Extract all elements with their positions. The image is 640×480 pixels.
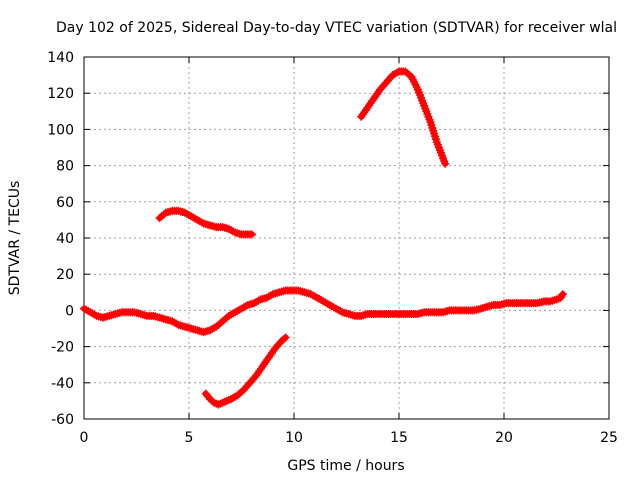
data-point: [558, 290, 567, 299]
y-tick-label: 0: [65, 303, 74, 319]
y-tick-label: 40: [56, 231, 74, 247]
y-tick-label: 80: [56, 159, 74, 175]
x-tick-label: 20: [495, 430, 513, 446]
y-tick-label: 100: [47, 122, 74, 138]
y-tick-label: -60: [51, 412, 74, 428]
y-tick-label: 140: [47, 50, 74, 66]
data-point: [275, 338, 284, 347]
series-line: [81, 287, 566, 336]
data-point: [441, 159, 450, 168]
grid-lines: [84, 57, 609, 419]
x-axis-label: GPS time / hours: [287, 458, 404, 474]
chart-title: Day 102 of 2025, Sidereal Day-to-day VTE…: [56, 20, 617, 36]
x-tick-label: 0: [80, 430, 89, 446]
y-tick-label: -20: [51, 340, 74, 356]
data-point: [281, 333, 290, 342]
series-main-track: [80, 286, 567, 337]
series-upper-right-arc: [357, 67, 450, 168]
series-line: [358, 68, 449, 167]
x-tick-label: 25: [600, 430, 618, 446]
y-tick-label: -40: [51, 376, 74, 392]
data-point: [557, 291, 566, 300]
y-tick-label: 60: [56, 195, 74, 211]
series-lower-arc: [201, 333, 290, 409]
y-tick-label: 20: [56, 267, 74, 283]
data-point: [250, 373, 259, 382]
x-tick-label: 15: [390, 430, 408, 446]
data-point: [248, 230, 256, 239]
x-tick-label: 5: [185, 430, 194, 446]
y-axis-label: SDTVAR / TECUs: [7, 181, 23, 296]
data-point: [204, 393, 213, 402]
y-tick-label: 120: [47, 86, 74, 102]
series-upper-left-arc: [155, 206, 256, 239]
x-tick-label: 10: [285, 430, 303, 446]
data-series: [80, 67, 567, 409]
axis-ticks: 0 5 10 15 20 25 -60 -40 -20 0 20 40 60 80 100 120 140: [47, 50, 618, 446]
